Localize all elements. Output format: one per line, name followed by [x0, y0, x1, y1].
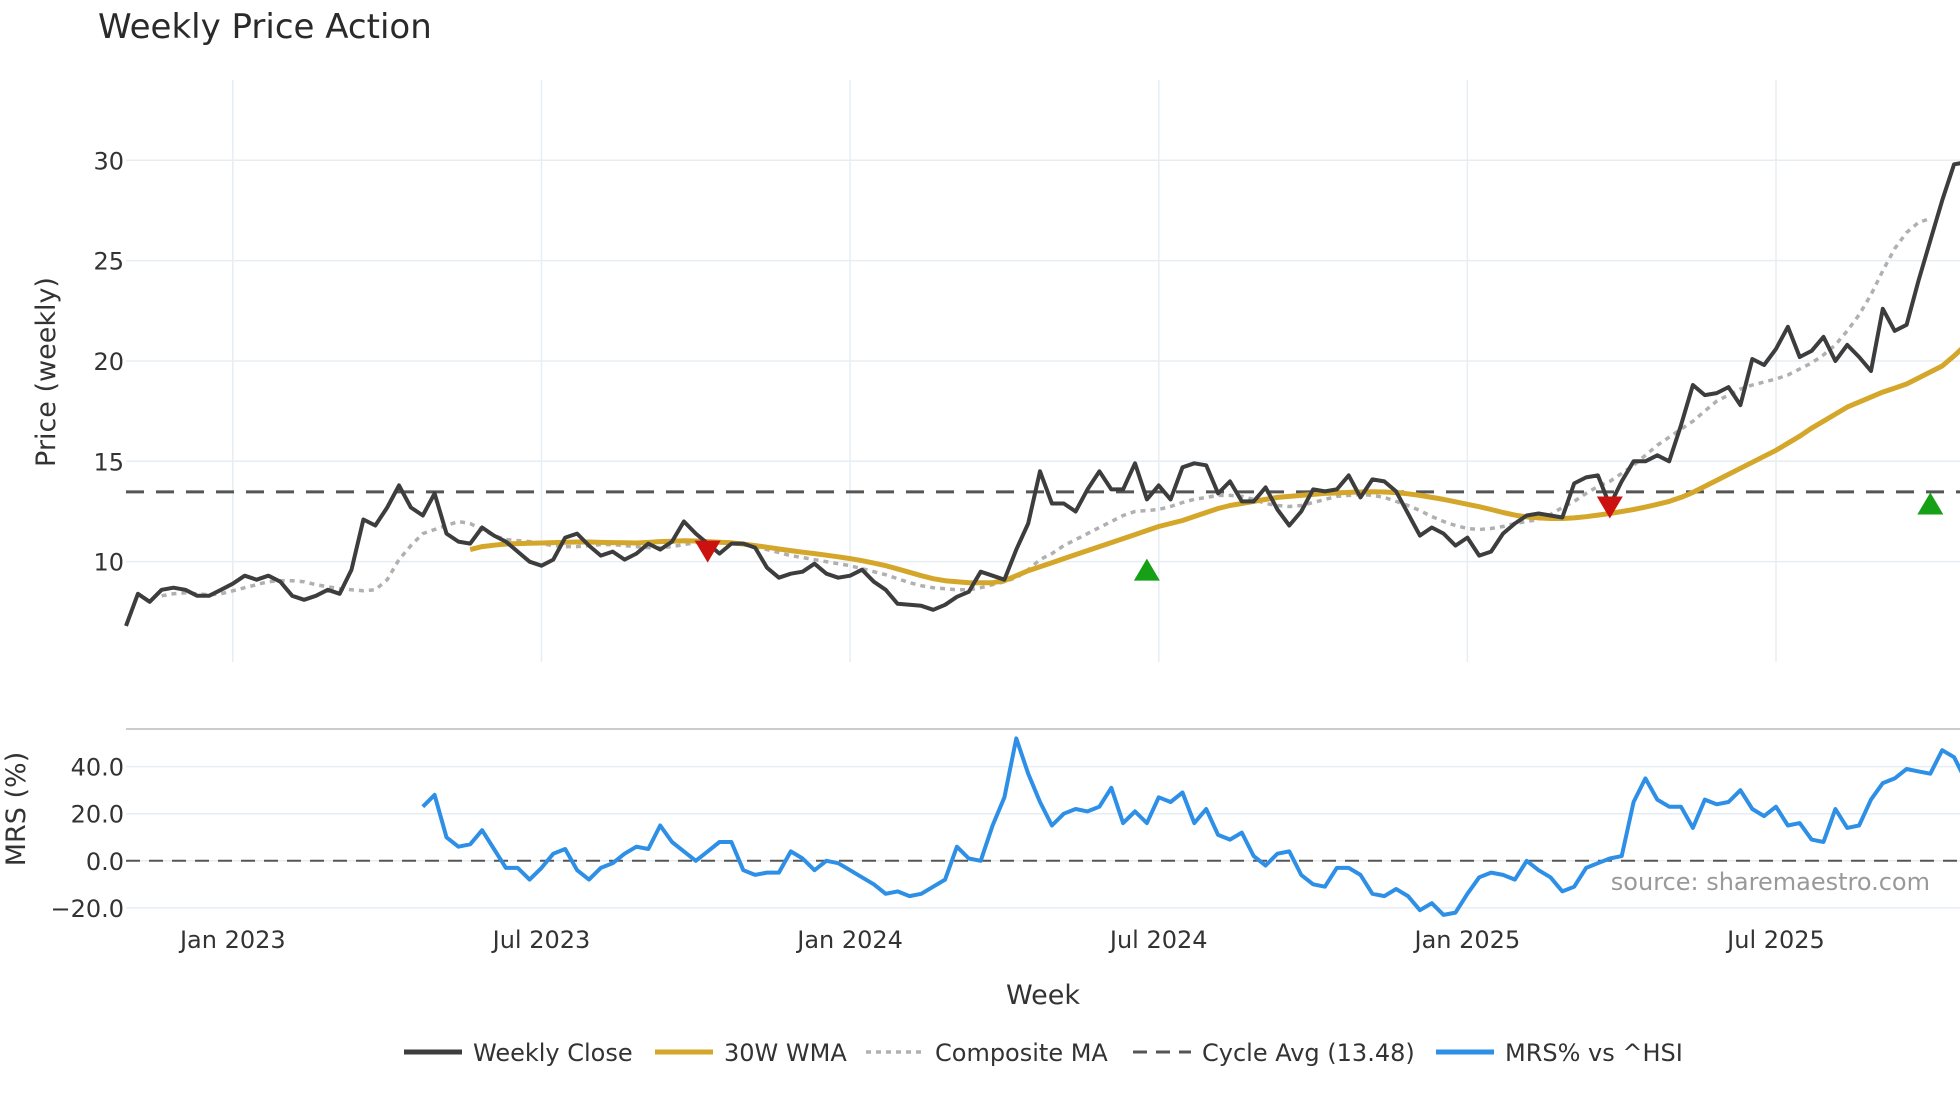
price-y-axis-label: Price (weekly) — [31, 277, 62, 467]
legend-label: Composite MA — [935, 1039, 1108, 1067]
x-tick-label: Jan 2024 — [795, 926, 903, 954]
mrs-y-axis: −20.0 0.0 20.0 40.0 — [50, 754, 124, 923]
legend-label: Cycle Avg (13.48) — [1202, 1039, 1415, 1067]
weekly-close-line — [124, 161, 1960, 627]
composite-ma-line — [161, 216, 1931, 598]
legend-item: 30W WMA — [655, 1039, 847, 1067]
x-tick-label: Jul 2025 — [1725, 926, 1825, 954]
signal-markers — [694, 492, 1944, 581]
mrs-y-tick-label: 0.0 — [86, 848, 124, 876]
source-note: source: sharemaestro.com — [1611, 868, 1930, 896]
x-tick-label: Jan 2025 — [1413, 926, 1521, 954]
sell-signal-marker — [1596, 496, 1623, 519]
legend-item: Cycle Avg (13.48) — [1133, 1039, 1415, 1067]
price-y-tick-label: 15 — [93, 448, 124, 476]
legend-label: 30W WMA — [724, 1039, 847, 1067]
mrs-line — [421, 736, 1960, 917]
legend: Weekly Close 30W WMA Composite MA Cycle Avg… — [404, 1039, 1683, 1067]
price-y-tick-label: 30 — [93, 147, 124, 175]
legend-label: MRS% vs ^HSI — [1505, 1039, 1683, 1067]
legend-item: MRS% vs ^HSI — [1436, 1039, 1683, 1067]
x-tick-label: Jul 2023 — [491, 926, 591, 954]
legend-item: Weekly Close — [404, 1039, 633, 1067]
price-grid — [126, 80, 1960, 662]
buy-signal-marker — [1917, 492, 1944, 515]
chart-title: Weekly Price Action — [98, 7, 432, 47]
x-tick-label: Jan 2023 — [178, 926, 286, 954]
x-axis: Jan 2023 Jul 2023 Jan 2024 Jul 2024 Jan 2025… — [178, 926, 1825, 954]
buy-signal-marker — [1133, 558, 1160, 581]
x-axis-label: Week — [1006, 980, 1080, 1011]
mrs-series — [126, 736, 1960, 917]
legend-label: Weekly Close — [473, 1039, 633, 1067]
mrs-y-tick-label: 40.0 — [71, 754, 124, 782]
legend-item: Composite MA — [866, 1039, 1108, 1067]
price-y-tick-label: 25 — [93, 248, 124, 276]
mrs-y-tick-label: 20.0 — [71, 801, 124, 829]
price-y-tick-label: 20 — [93, 348, 124, 376]
mrs-y-tick-label: −20.0 — [50, 895, 124, 923]
price-y-tick-label: 10 — [93, 549, 124, 577]
x-tick-label: Jul 2024 — [1108, 926, 1208, 954]
price-series — [124, 161, 1960, 627]
price-y-axis: 10 15 20 25 30 — [93, 147, 124, 576]
mrs-y-axis-label: MRS (%) — [1, 752, 32, 867]
sell-signal-marker — [694, 540, 721, 563]
